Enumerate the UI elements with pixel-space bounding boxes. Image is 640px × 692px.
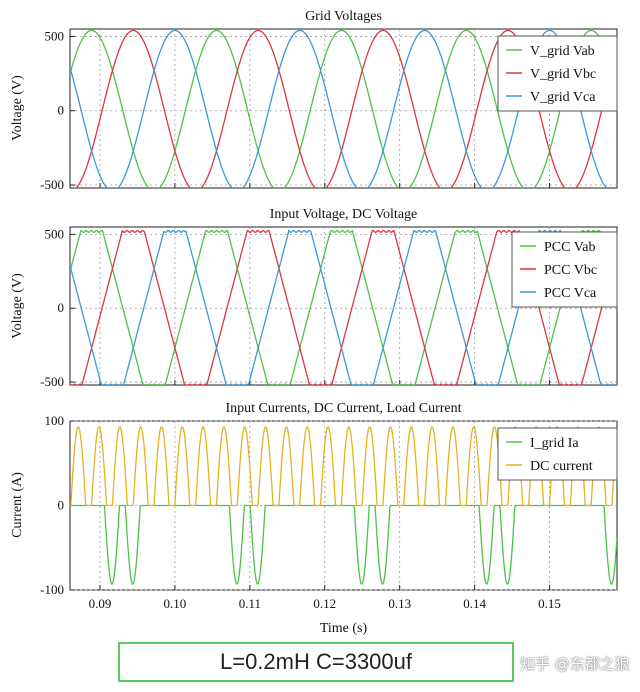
series-group — [70, 426, 617, 585]
legend-label: V_grid Vab — [530, 44, 595, 59]
y-tick-label: 0 — [58, 103, 65, 118]
legend-label: V_grid Vbc — [530, 67, 596, 82]
x-tick-label: 0.15 — [538, 596, 561, 611]
series-line-2 — [70, 426, 617, 507]
legend: I_grid Ia DC current — [497, 427, 618, 481]
chart-panel-3: Input Currents, DC Current, Load Current… — [10, 401, 618, 636]
legend-label: DC current — [530, 459, 593, 474]
series-line-1 — [70, 229, 617, 385]
x-tick-label: 0.09 — [89, 596, 112, 611]
y-tick-label: 500 — [45, 28, 65, 43]
legend-box — [497, 427, 618, 481]
y-tick-label: 0 — [58, 300, 65, 315]
y-axis-label: Voltage (V) — [10, 273, 25, 339]
x-tick-label: 0.11 — [239, 596, 261, 611]
x-axis-label: Time (s) — [320, 621, 368, 636]
chart-title: Grid Voltages — [305, 9, 382, 24]
y-tick-label: 100 — [45, 413, 65, 428]
y-tick-label: -500 — [40, 177, 64, 192]
x-tick-label: 0.12 — [313, 596, 336, 611]
legend-label: V_grid Vca — [530, 90, 596, 105]
chart-title: Input Voltage, DC Voltage — [270, 207, 418, 222]
legend-label: PCC Vbc — [544, 263, 597, 278]
legend: PCC Vab PCC Vbc PCC Vca — [511, 231, 618, 308]
legend-label: PCC Vab — [544, 240, 595, 255]
x-tick-label: 0.13 — [388, 596, 411, 611]
chart-title: Input Currents, DC Current, Load Current — [225, 401, 461, 416]
chart-panel-2: Input Voltage, DC Voltage 500 0 -500 Voltage… — [10, 207, 618, 389]
y-tick-label: -500 — [40, 374, 64, 389]
y-tick-label: 500 — [45, 226, 65, 241]
y-tick-label: 0 — [58, 498, 65, 513]
watermark: 知乎 @东都之狼 — [520, 655, 630, 673]
x-tick-label: 0.10 — [164, 596, 187, 611]
legend-label: I_grid Ia — [530, 436, 579, 451]
caption-box: L=0.2mH C=3300uf — [118, 642, 514, 682]
legend-label: PCC Vca — [544, 286, 597, 301]
x-tick-label: 0.14 — [463, 596, 486, 611]
y-axis-label: Voltage (V) — [10, 75, 25, 141]
chart-panel-1: Grid Voltages 500 0 -500 Voltage (V) V_grid V… — [10, 9, 618, 192]
y-axis-label: Current (A) — [10, 472, 25, 538]
y-tick-label: -100 — [40, 582, 64, 597]
legend: V_grid Vab V_grid Vbc V_grid Vca — [497, 35, 618, 112]
series-line-1 — [70, 29, 617, 188]
